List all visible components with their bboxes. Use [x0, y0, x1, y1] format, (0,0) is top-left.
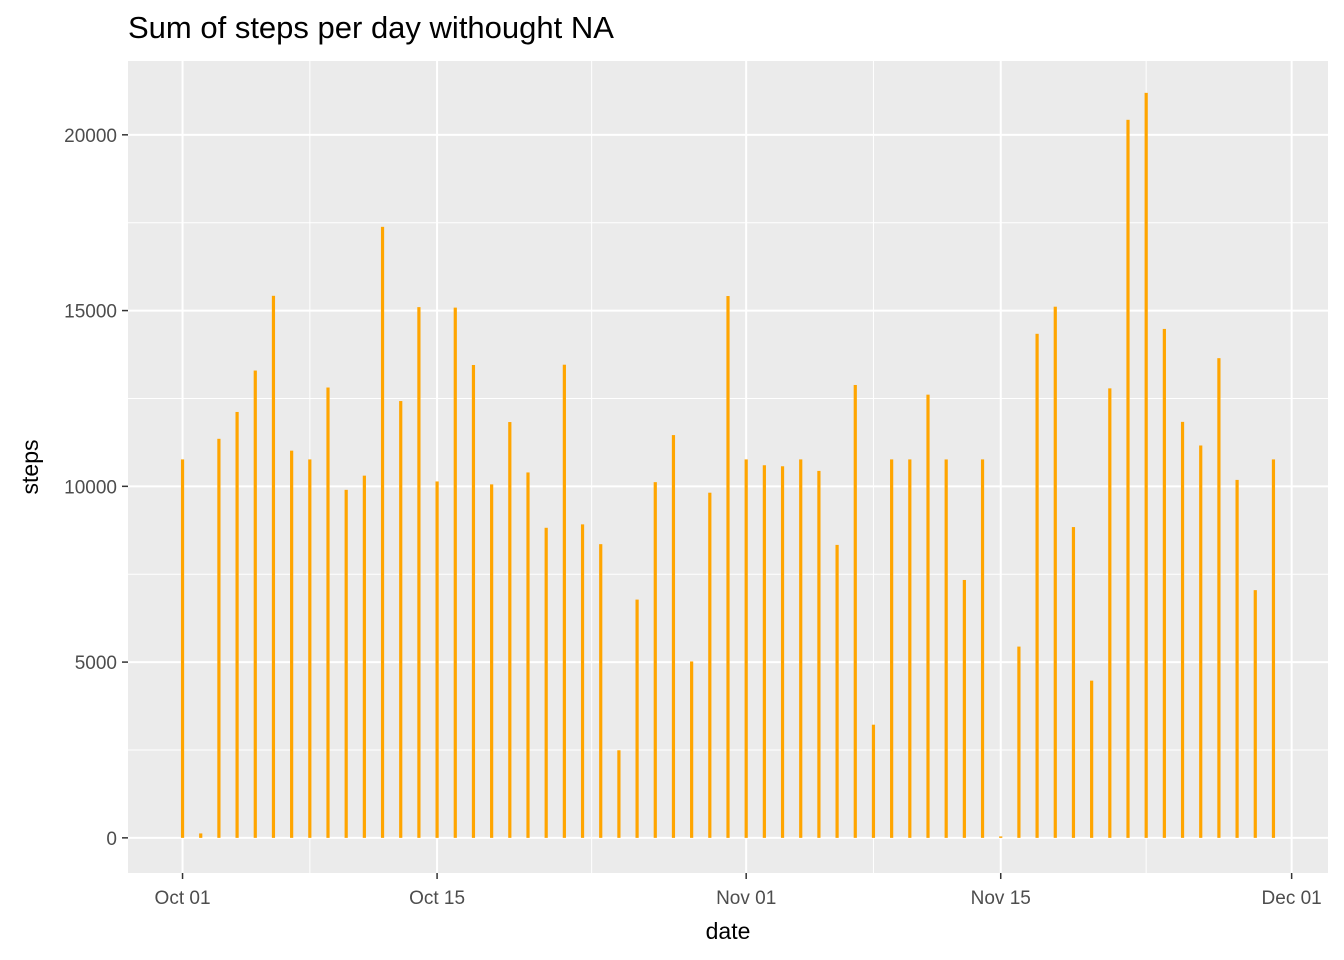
bar [199, 833, 203, 838]
bar [453, 307, 457, 838]
bar [908, 459, 912, 838]
bar [562, 364, 566, 838]
bar [1108, 388, 1112, 838]
y-axis-title: steps [17, 440, 43, 495]
bar [526, 472, 530, 838]
bar [180, 459, 185, 838]
bar [1035, 333, 1039, 838]
bar [853, 384, 857, 838]
bar [1199, 445, 1203, 838]
bar [344, 489, 348, 838]
bar [1180, 421, 1185, 838]
bar [508, 422, 512, 838]
x-tick-label: Oct 15 [409, 888, 465, 909]
bar [999, 836, 1003, 838]
bar [1053, 306, 1057, 838]
bar [617, 750, 621, 838]
y-tick-label: 0 [106, 829, 117, 850]
y-tick-label: 20000 [64, 126, 117, 147]
y-tick-label: 5000 [75, 653, 117, 674]
bar [380, 226, 385, 838]
x-tick-label: Dec 01 [1262, 888, 1322, 909]
bar [780, 466, 785, 838]
bar [1271, 459, 1276, 838]
bar [1126, 119, 1130, 838]
bar [871, 724, 876, 838]
bar [417, 307, 421, 838]
bar [326, 387, 330, 838]
x-axis-title: date [706, 918, 751, 944]
bar [926, 394, 930, 838]
bar [217, 438, 221, 838]
x-tick-label: Nov 15 [971, 888, 1031, 909]
bar [980, 459, 985, 838]
y-tick-label: 15000 [64, 302, 117, 323]
bar [726, 296, 730, 838]
bar [671, 435, 676, 838]
chart-title: Sum of steps per day withought NA [128, 10, 614, 45]
bar [690, 661, 694, 838]
bar [580, 524, 585, 838]
bar [362, 475, 366, 838]
bar [290, 450, 294, 838]
y-axis-ticks: 0 5000 10000 15000 20000 [64, 126, 128, 850]
bar [744, 459, 748, 838]
bar [1162, 328, 1166, 838]
bar [762, 465, 766, 838]
bar [399, 401, 403, 838]
x-axis-ticks: Oct 01 Oct 15 Nov 01 Nov 15 Dec 01 [155, 873, 1322, 909]
bar [653, 482, 657, 838]
bar [471, 364, 476, 838]
bar [817, 470, 821, 838]
x-tick-label: Nov 01 [716, 888, 776, 909]
bar [271, 295, 276, 838]
bar [1017, 646, 1021, 838]
bar [253, 370, 257, 838]
bar [944, 459, 948, 838]
bar [1217, 358, 1221, 838]
bar [490, 484, 494, 838]
bar [1235, 479, 1239, 838]
bar [1090, 680, 1094, 838]
bar [835, 544, 839, 838]
bar [544, 527, 548, 838]
bar-series [180, 92, 1276, 838]
y-tick-label: 10000 [64, 477, 117, 498]
bar [1071, 527, 1076, 838]
bar [708, 492, 712, 838]
bar [308, 459, 312, 838]
bar [1144, 92, 1148, 838]
bar [599, 544, 603, 838]
bar [635, 599, 639, 838]
x-tick-label: Oct 01 [155, 888, 211, 909]
bar [799, 459, 803, 838]
bar [1253, 590, 1257, 838]
bar [235, 411, 239, 838]
bar [890, 459, 894, 838]
bar [962, 579, 966, 838]
bar [435, 481, 439, 838]
